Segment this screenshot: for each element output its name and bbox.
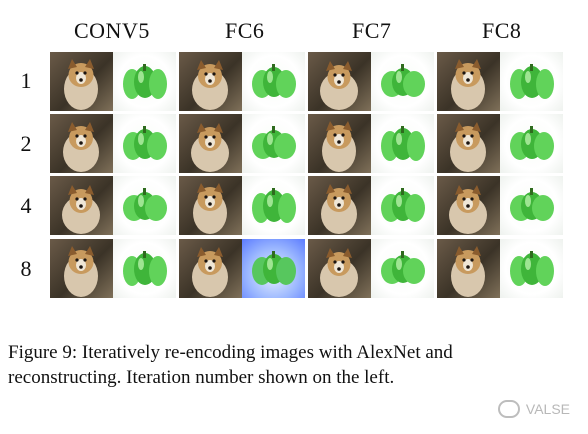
dog-image [50,176,113,235]
column-title-conv5: CONV5 [74,18,150,43]
pepper-image [500,176,563,235]
pepper-image [242,176,305,235]
dog-image [308,114,371,173]
dog-image [437,52,500,111]
row-label-1: 1 [20,68,32,93]
figure-caption: Figure 9: Iteratively re-encoding images… [8,340,583,390]
watermark-text: VALSE [525,401,570,417]
dog-image [308,176,371,235]
row-label-4: 4 [20,193,32,218]
pepper-image [371,114,434,173]
pepper-image [371,239,434,298]
pepper-image [242,52,305,111]
dog-image [50,114,113,173]
dog-image [50,239,113,298]
pepper-image [113,176,176,235]
wechat-icon [497,400,520,418]
dog-image [308,52,371,111]
dog-image [179,114,242,173]
pepper-image [371,176,434,235]
column-title-fc7: FC7 [352,18,392,43]
dog-image [437,239,500,298]
dog-image [308,239,371,298]
dog-image [50,52,113,111]
pepper-image [113,114,176,173]
column-title-fc6: FC6 [225,18,265,43]
caption-line-2: reconstructing. Iteration number shown o… [8,367,395,388]
pepper-image [500,114,563,173]
pepper-image [242,114,305,173]
pepper-image [113,239,176,298]
dog-image [179,239,242,298]
dog-image [437,114,500,173]
pepper-image [242,239,305,298]
column-title-fc8: FC8 [482,18,522,43]
row-label-8: 8 [20,256,32,281]
row-label-2: 2 [20,131,32,156]
pepper-image [113,52,176,111]
dog-image [179,52,242,111]
pepper-image [371,52,434,111]
caption-line-1: Figure 9: Iteratively re-encoding images… [8,342,453,363]
dog-image [179,176,242,235]
pepper-image [500,239,563,298]
pepper-image [500,52,563,111]
watermark: VALSE [497,400,570,418]
dog-image [437,176,500,235]
